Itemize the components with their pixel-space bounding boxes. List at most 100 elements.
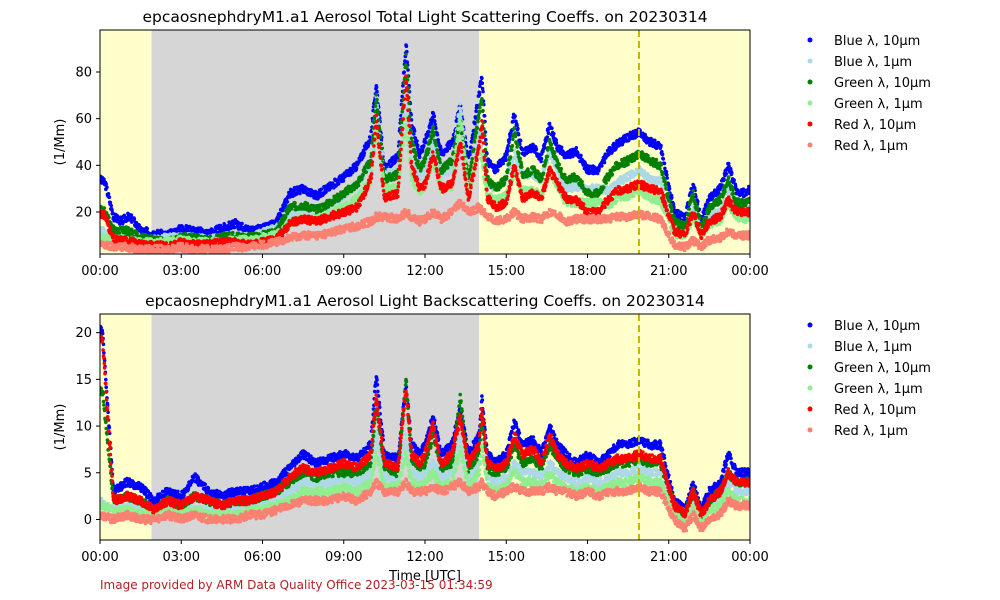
data-point	[509, 148, 514, 152]
data-point	[427, 130, 431, 134]
data-point	[402, 70, 406, 74]
data-point	[432, 119, 437, 123]
data-point	[545, 154, 550, 159]
data-point	[319, 187, 324, 192]
data-point	[413, 150, 418, 154]
data-point	[414, 153, 418, 157]
data-point	[554, 141, 559, 145]
data-point	[110, 208, 114, 213]
data-point	[102, 206, 107, 210]
data-point	[478, 105, 482, 110]
data-point	[552, 131, 556, 136]
data-point	[722, 177, 726, 182]
data-point	[132, 217, 137, 221]
data-point	[600, 164, 604, 168]
data-point	[111, 211, 115, 215]
data-point	[495, 168, 500, 172]
data-point	[687, 207, 692, 211]
data-point	[506, 143, 511, 148]
data-point	[728, 180, 732, 185]
data-point	[431, 125, 435, 129]
data-point	[518, 138, 523, 143]
data-point	[604, 181, 608, 185]
data-point	[665, 173, 669, 177]
data-point	[515, 123, 519, 128]
data-point	[670, 206, 674, 210]
data-point	[661, 157, 666, 161]
data-point	[481, 89, 485, 94]
data-point	[480, 97, 484, 101]
data-point	[691, 188, 695, 193]
data-point	[422, 160, 427, 165]
data-point	[692, 193, 696, 197]
data-point	[502, 181, 507, 185]
data-point	[602, 185, 606, 190]
data-point	[477, 92, 482, 97]
data-point	[446, 166, 450, 170]
data-point	[421, 163, 426, 168]
data-point	[107, 195, 112, 199]
data-point	[407, 101, 411, 106]
data-point	[670, 195, 674, 200]
data-point	[416, 159, 420, 163]
data-point	[283, 203, 288, 208]
data-point	[549, 142, 554, 147]
data-point	[507, 161, 512, 166]
data-point	[516, 126, 520, 131]
data-point	[458, 102, 463, 106]
data-point	[667, 186, 672, 191]
data-point	[580, 180, 584, 184]
data-point	[661, 171, 665, 175]
data-point	[405, 65, 409, 70]
data-point	[432, 132, 437, 137]
data-point	[659, 143, 663, 148]
data-point	[511, 137, 515, 141]
data-point	[108, 200, 113, 205]
data-point	[145, 226, 149, 231]
data-point	[232, 225, 237, 230]
data-point	[668, 199, 672, 203]
data-point	[664, 169, 669, 174]
data-point	[460, 131, 464, 136]
data-point	[435, 132, 440, 137]
data-point	[415, 143, 420, 147]
data-point	[404, 44, 409, 48]
data-point	[298, 191, 302, 196]
data-point	[507, 137, 512, 142]
data-point	[704, 215, 709, 220]
data-point	[505, 152, 509, 157]
data-point	[513, 114, 517, 118]
data-point	[409, 136, 414, 141]
data-point	[362, 151, 367, 155]
data-point	[550, 126, 554, 131]
data-point	[664, 187, 669, 191]
data-point	[477, 116, 481, 120]
data-point	[104, 182, 108, 186]
data-point	[480, 81, 485, 85]
data-point	[240, 221, 244, 226]
data-point	[626, 162, 630, 167]
data-point	[504, 175, 509, 179]
data-point	[579, 153, 583, 158]
data-point	[513, 150, 517, 154]
data-point	[511, 160, 515, 164]
data-point	[482, 114, 487, 118]
data-point	[375, 89, 379, 94]
data-point	[374, 93, 379, 97]
data-point	[473, 134, 478, 138]
data-point	[428, 140, 433, 144]
data-point	[552, 150, 557, 155]
data-point	[501, 161, 506, 166]
data-point	[411, 143, 416, 147]
data-point	[660, 152, 665, 157]
data-point	[364, 170, 369, 174]
data-point	[470, 157, 475, 161]
data-point	[117, 231, 122, 235]
data-point	[602, 160, 607, 165]
data-point	[663, 181, 668, 186]
data-point	[516, 132, 521, 137]
data-point	[508, 155, 513, 159]
data-point	[282, 206, 286, 211]
